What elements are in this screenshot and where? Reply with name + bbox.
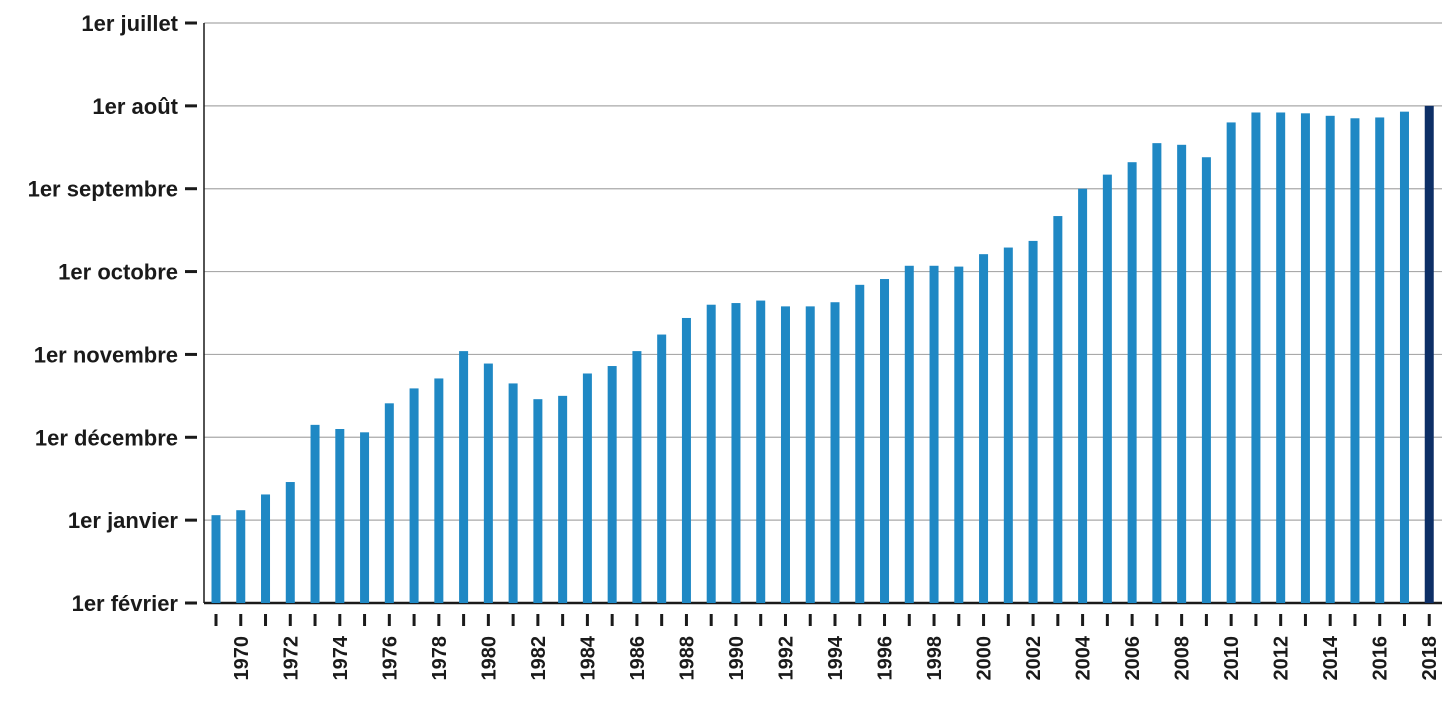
y-tick-label-7: 1er juillet [81,11,178,36]
x-tick-label-1996: 1996 [875,636,897,681]
bar-1994 [830,302,840,603]
bar-2012 [1276,112,1286,603]
x-tick-label-2016: 2016 [1370,636,1392,681]
bar-1981 [508,383,518,603]
bar-2002 [1028,240,1038,603]
y-tick-label-2: 1er décembre [35,425,178,450]
x-tick-label-2008: 2008 [1172,636,1194,681]
bar-2014 [1325,115,1335,604]
bar-1998 [929,265,939,603]
x-tick-label-2010: 2010 [1221,636,1243,681]
bar-1974 [335,429,345,603]
bar-1993 [805,306,815,603]
bar-2007 [1152,143,1162,603]
bar-1980 [483,363,493,603]
bar-1999 [954,266,964,603]
bar-1975 [360,432,370,603]
y-tick-label-0: 1er février [72,591,179,616]
y-tick-label-1: 1er janvier [68,508,179,533]
bar-2017 [1399,111,1409,604]
bar-2015 [1350,118,1360,604]
x-tick-label-1986: 1986 [627,636,649,681]
x-tick-label-1988: 1988 [676,636,698,681]
x-tick-label-1992: 1992 [775,636,797,681]
bar-1992 [780,306,790,603]
bar-2009 [1201,157,1211,603]
bar-1985 [607,366,617,603]
bar-1982 [533,399,543,603]
bar-1976 [384,403,394,603]
bar-1969 [211,515,221,603]
bar-1977 [409,388,419,603]
x-tick-label-2014: 2014 [1320,635,1342,680]
x-tick-label-2000: 2000 [974,636,996,681]
x-tick-label-1994: 1994 [825,635,847,680]
x-tick-label-1970: 1970 [231,636,253,681]
x-tick-label-1982: 1982 [528,636,550,681]
bar-1990 [731,303,741,603]
bar-1991 [756,300,766,603]
x-tick-label-1990: 1990 [726,636,748,681]
bar-2016 [1375,117,1385,603]
bar-2005 [1102,174,1112,603]
x-tick-label-1984: 1984 [577,635,599,680]
bar-1984 [582,373,592,603]
bar-1971 [261,494,271,603]
x-tick-label-2002: 2002 [1023,636,1045,681]
bar-2000 [979,254,989,603]
y-tick-label-5: 1er septembre [28,177,178,202]
x-tick-label-1978: 1978 [429,636,451,681]
bar-2013 [1300,113,1310,604]
x-tick-label-1998: 1998 [924,636,946,681]
x-tick-label-1976: 1976 [379,636,401,681]
bar-2003 [1053,216,1063,604]
bar-1983 [558,395,568,603]
bar-2004 [1078,188,1088,603]
y-tick-label-6: 1er août [92,94,178,119]
bar-2008 [1177,144,1187,604]
bar-2011 [1251,112,1261,603]
x-tick-label-2012: 2012 [1271,636,1293,681]
bar-1986 [632,351,642,603]
bar-2006 [1127,162,1137,603]
x-tick-label-2004: 2004 [1073,635,1095,680]
bar-1973 [310,424,320,603]
bar-1972 [285,482,295,603]
bar-1996 [880,279,890,603]
bar-2018 [1424,105,1434,603]
bar-1987 [657,334,667,603]
bar-1995 [855,284,865,603]
bar-1979 [459,351,469,603]
bar-1997 [904,265,914,603]
x-tick-label-2006: 2006 [1122,636,1144,681]
y-tick-label-4: 1er octobre [58,260,178,285]
bar-1988 [681,317,691,603]
bar-2001 [1003,247,1013,604]
bar-2010 [1226,122,1236,603]
x-tick-label-1972: 1972 [280,636,302,681]
x-tick-label-2018: 2018 [1419,636,1441,681]
x-tick-label-1980: 1980 [478,636,500,681]
bar-1970 [236,510,246,603]
y-tick-label-3: 1er novembre [34,342,178,367]
bar-1978 [434,378,444,603]
x-tick-label-1974: 1974 [330,635,352,680]
bar-1989 [706,304,716,603]
